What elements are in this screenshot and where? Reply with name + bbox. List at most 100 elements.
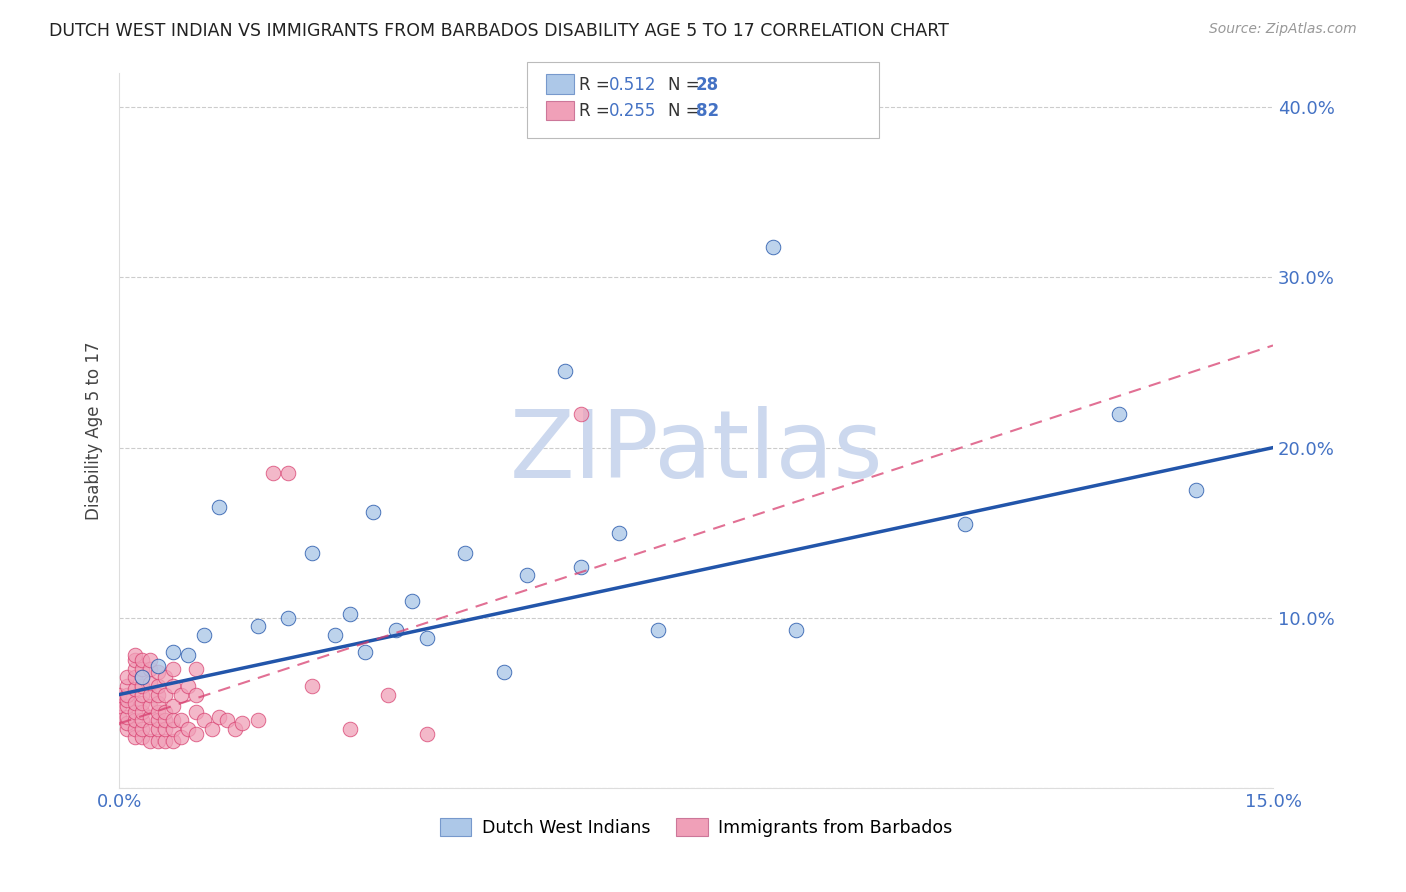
Point [162,699,184,714]
Point [162,645,184,659]
Point [186,662,208,676]
Point [115,688,138,702]
Point [155,722,177,736]
Point [361,505,384,519]
Point [277,466,299,480]
Point [301,546,323,560]
Point [155,671,177,685]
Point [146,696,169,710]
Point [301,679,323,693]
Point [339,722,361,736]
Point [454,546,477,560]
Point [186,705,208,719]
Point [124,730,146,744]
Text: R =: R = [579,103,616,120]
Point [124,722,146,736]
Point [162,679,184,693]
Point [124,648,146,663]
Point [124,705,146,719]
Text: R =: R = [579,76,616,94]
Point [224,722,246,736]
Point [155,733,177,747]
Point [115,716,138,731]
Y-axis label: Disability Age 5 to 17: Disability Age 5 to 17 [86,342,103,520]
Point [131,705,153,719]
Point [155,688,177,702]
Point [155,713,177,727]
Point [131,662,153,676]
Point [146,713,169,727]
Point [146,688,169,702]
Point [200,722,222,736]
Text: DUTCH WEST INDIAN VS IMMIGRANTS FROM BARBADOS DISABILITY AGE 5 TO 17 CORRELATION: DUTCH WEST INDIAN VS IMMIGRANTS FROM BAR… [49,22,949,40]
Point [177,648,200,663]
Point [177,722,200,736]
Point [647,623,669,637]
Point [170,713,193,727]
Point [208,500,231,515]
Point [1185,483,1208,498]
Point [146,679,169,693]
Point [139,722,162,736]
Point [170,730,193,744]
Point [277,611,299,625]
Point [139,688,162,702]
Point [115,679,138,693]
Point [131,696,153,710]
Point [139,653,162,667]
Point [416,632,439,646]
Text: ZIPatlas: ZIPatlas [509,406,883,498]
Point [139,699,162,714]
Text: 28: 28 [696,76,718,94]
Point [146,705,169,719]
Point [186,688,208,702]
Point [162,733,184,747]
Point [193,628,215,642]
Point [554,364,576,378]
Text: 0.512: 0.512 [609,76,657,94]
Point [124,682,146,697]
Point [108,699,131,714]
Point [162,662,184,676]
Point [377,688,399,702]
Text: Source: ZipAtlas.com: Source: ZipAtlas.com [1209,22,1357,37]
Point [124,653,146,667]
Point [231,716,253,731]
Point [146,658,169,673]
Point [177,679,200,693]
Point [215,713,238,727]
Point [146,722,169,736]
Point [146,733,169,747]
Point [124,713,146,727]
Point [124,671,146,685]
Point [193,713,215,727]
Point [139,662,162,676]
Point [131,679,153,693]
Point [162,713,184,727]
Point [131,713,153,727]
Point [569,559,592,574]
Text: 82: 82 [696,103,718,120]
Point [115,671,138,685]
Point [131,671,153,685]
Point [492,665,515,680]
Point [785,623,807,637]
Point [131,688,153,702]
Point [246,713,269,727]
Point [955,517,977,532]
Point [762,240,785,254]
Point [339,607,361,622]
Point [1108,407,1130,421]
Point [354,645,377,659]
Point [162,722,184,736]
Point [131,671,153,685]
Point [323,628,346,642]
Text: N =: N = [668,103,704,120]
Point [139,675,162,690]
Point [416,727,439,741]
Point [516,568,538,582]
Text: N =: N = [668,76,704,94]
Point [385,623,408,637]
Point [208,709,231,723]
Point [139,709,162,723]
